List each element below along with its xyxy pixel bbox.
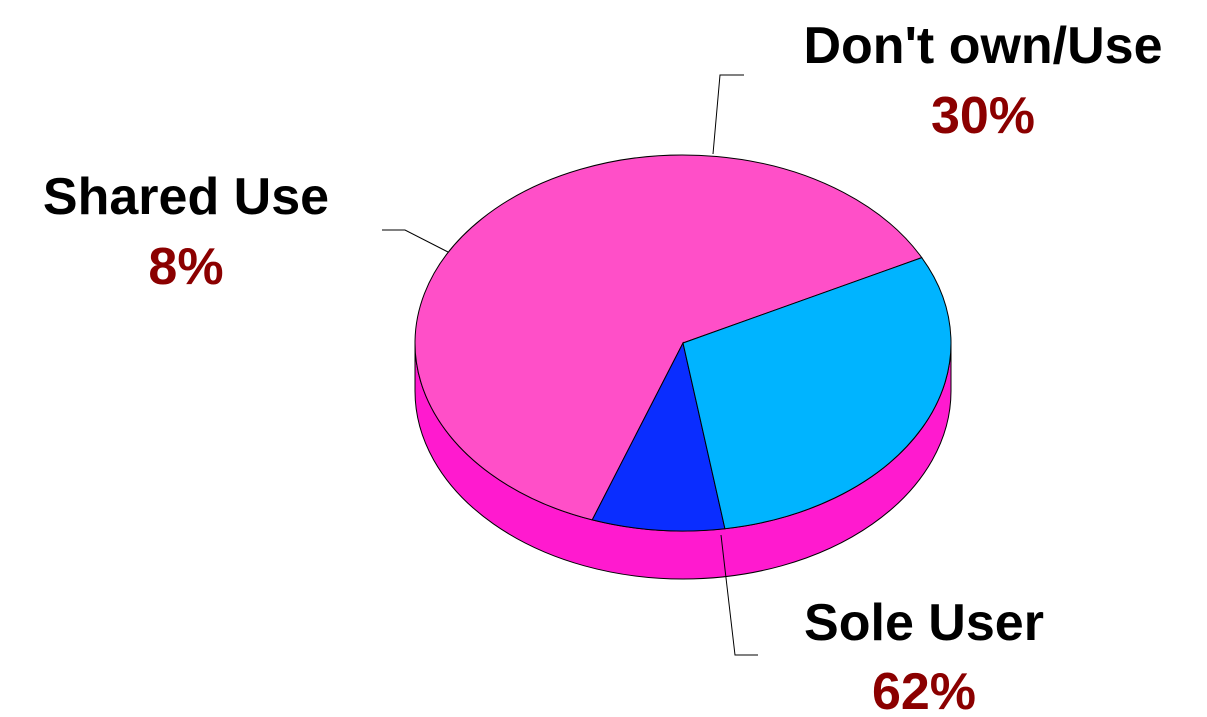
leader-line-dont-own-use (712, 74, 744, 155)
slice-value-dont-own-use: 30% (931, 87, 1035, 145)
slice-value-sole-user: 62% (872, 663, 976, 717)
slice-shared-use[interactable] (591, 341, 726, 532)
leader-line-sole-user (720, 534, 758, 656)
leader-line-shared-use (382, 229, 449, 253)
slice-label-sole-user: Sole User (804, 594, 1044, 652)
slice-sole-user[interactable] (414, 154, 923, 521)
slice-value-shared-use: 8% (148, 238, 223, 296)
slice-label-shared-use: Shared Use (43, 168, 329, 226)
slice-dont-own-use[interactable] (682, 257, 952, 530)
slice-label-dont-own-use: Don't own/Use (803, 17, 1162, 75)
